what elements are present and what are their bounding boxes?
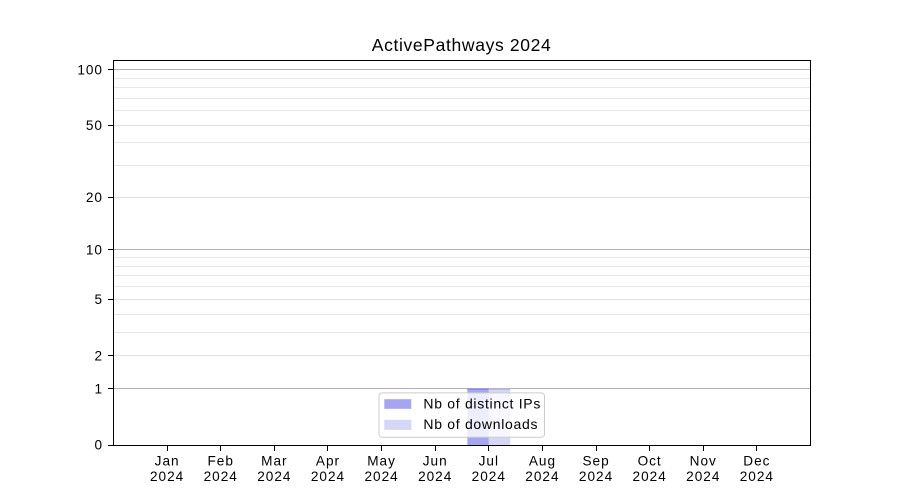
svg-text:2024: 2024 [472,469,506,484]
svg-text:10: 10 [86,243,103,258]
svg-text:2024: 2024 [579,469,613,484]
svg-text:Aug: Aug [529,454,556,469]
svg-text:Nb of distinct IPs: Nb of distinct IPs [423,396,541,412]
svg-text:2024: 2024 [525,469,559,484]
svg-text:Apr: Apr [316,454,340,469]
svg-text:2024: 2024 [364,469,398,484]
svg-text:Mar: Mar [261,454,287,469]
svg-text:100: 100 [77,62,103,77]
svg-text:Feb: Feb [208,454,234,469]
svg-text:2024: 2024 [633,469,667,484]
svg-text:ActivePathways 2024: ActivePathways 2024 [372,35,552,55]
svg-text:50: 50 [86,118,103,133]
svg-text:Dec: Dec [743,454,770,469]
svg-text:Oct: Oct [638,454,662,469]
svg-text:May: May [367,454,396,469]
svg-text:Jun: Jun [423,454,448,469]
svg-text:2024: 2024 [204,469,238,484]
svg-text:2: 2 [94,348,103,363]
svg-text:Sep: Sep [582,454,609,469]
svg-text:2024: 2024 [686,469,720,484]
svg-text:5: 5 [94,292,103,307]
svg-text:2024: 2024 [150,469,184,484]
svg-text:Jul: Jul [479,454,499,469]
svg-text:Jan: Jan [155,454,180,469]
svg-text:2024: 2024 [257,469,291,484]
svg-text:Nb of downloads: Nb of downloads [423,416,538,432]
svg-text:2024: 2024 [740,469,774,484]
svg-text:0: 0 [94,438,103,453]
svg-text:2024: 2024 [311,469,345,484]
svg-text:1: 1 [94,381,103,396]
svg-text:2024: 2024 [418,469,452,484]
svg-text:Nov: Nov [690,454,717,469]
svg-text:20: 20 [86,190,103,205]
